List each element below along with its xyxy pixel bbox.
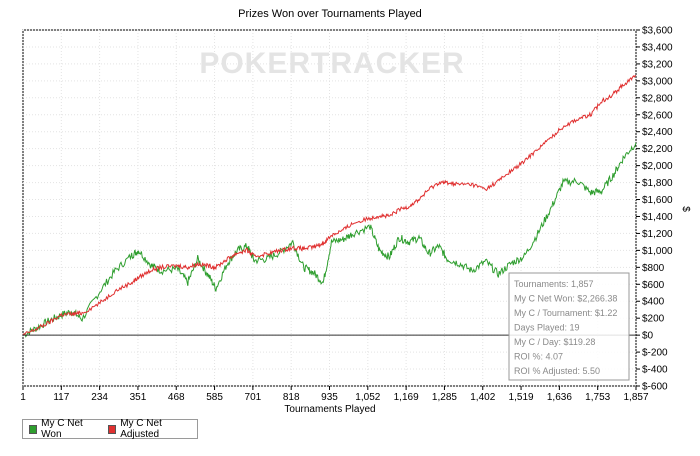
y-tick-label: $3,600 (642, 26, 673, 37)
x-tick-label: 1,519 (509, 392, 534, 403)
x-tick-label: 1,636 (547, 392, 572, 403)
legend-item-net-adjusted[interactable]: My C Net Adjusted (108, 418, 193, 440)
x-tick-label: 1,857 (623, 392, 648, 403)
y-tick-label: $1,600 (642, 195, 673, 206)
tooltip-box (508, 272, 630, 381)
x-tick-label: 585 (206, 392, 223, 403)
tooltip-line: My C / Day: $119.28 (514, 337, 595, 347)
y-tick-label: $2,600 (642, 110, 673, 121)
x-tick-label: 117 (53, 392, 69, 403)
y-tick-label: $3,400 (642, 42, 673, 53)
y-tick-label: $2,400 (642, 127, 673, 138)
x-tick-label: 468 (168, 392, 185, 403)
y-axis: $3,600 $3,400 $3,200 $3,000 $2,800 $2,600 $2,4… (636, 26, 673, 393)
y-tick-label: $200 (642, 314, 665, 325)
y-tick-label: $3,000 (642, 76, 673, 87)
x-tick-label: 1,052 (355, 392, 380, 403)
y-tick-label: $600 (642, 280, 665, 291)
y-tick-label: $1,200 (642, 229, 673, 240)
legend-item-net-won[interactable]: My C Net Won (29, 418, 98, 440)
x-tick-label: 1,402 (470, 392, 495, 403)
x-tick-label: 701 (245, 392, 262, 403)
y-tick-label: $1,400 (642, 212, 673, 223)
tooltip: Tournaments: 1,857 My C Net Won: $2,266.3… (508, 272, 630, 381)
series-group (22, 75, 637, 338)
legend-label-net-won: My C Net Won (41, 418, 83, 440)
y-tick-label: $2,000 (642, 161, 673, 172)
x-axis: 1 117 234 351 468 585 701 818 935 1,052 1,169 1,285… (20, 386, 649, 403)
legend-swatch-net-won (29, 424, 38, 434)
x-tick-label: 1,285 (432, 392, 457, 403)
x-tick-label: 1,169 (394, 392, 419, 403)
x-tick-label: 1,753 (585, 392, 610, 403)
y-tick-label: $-200 (642, 348, 668, 359)
tooltip-line: ROI %: 4.07 (514, 352, 563, 362)
tooltip-line: My C / Tournament: $1.22 (514, 308, 617, 318)
y-tick-label: $2,800 (642, 93, 673, 104)
y-tick-label: $800 (642, 263, 665, 274)
x-tick-label: 234 (91, 392, 108, 403)
chart-title: Prizes Won over Tournaments Played (238, 8, 422, 20)
y-tick-label: $-400 (642, 365, 668, 376)
tooltip-line: Tournaments: 1,857 (514, 279, 594, 289)
y-tick-label: $3,200 (642, 59, 673, 70)
legend-swatch-net-adjusted (108, 424, 117, 434)
series-line-my-c-net-won (22, 142, 637, 338)
y-tick-label: $1,800 (642, 178, 673, 189)
x-tick-label: 818 (283, 392, 300, 403)
y-tick-label: $0 (642, 331, 654, 342)
x-axis-label: Tournaments Played (284, 404, 375, 415)
y-tick-label: $-600 (642, 382, 668, 393)
legend-label-net-adjusted: My C Net Adjusted (120, 418, 162, 440)
series-line-my-c-net-adjusted (22, 75, 637, 336)
legend: My C Net Won My C Net Adjusted (22, 418, 198, 440)
tooltip-line: My C Net Won: $2,266.38 (514, 294, 617, 304)
x-tick-label: 351 (130, 392, 147, 403)
y-axis-label: $ (680, 206, 691, 212)
tooltip-line: ROI % Adjusted: 5.50 (514, 366, 600, 376)
x-tick-label: 935 (321, 392, 338, 403)
y-tick-label: $400 (642, 297, 665, 308)
y-tick-label: $2,200 (642, 144, 673, 155)
y-tick-label: $1,000 (642, 246, 673, 257)
x-tick-label: 1 (20, 392, 26, 403)
tooltip-line: Days Played: 19 (514, 323, 580, 333)
